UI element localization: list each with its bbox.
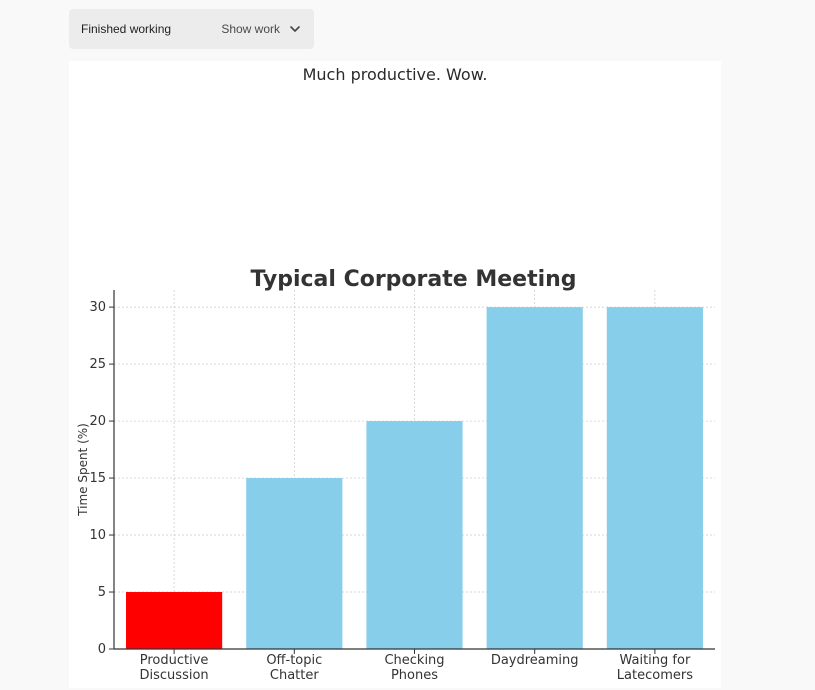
x-tick-label: Productive (140, 653, 209, 668)
chevron-down-icon (288, 22, 302, 36)
x-tick-label: Phones (391, 668, 438, 683)
x-tick-label: Checking (384, 653, 444, 668)
bar-chart: Typical Corporate Meeting 0 5 10 15 20 25 30 Pro… (76, 267, 715, 683)
bar-2 (366, 421, 463, 649)
status-bar: Finished working Show work (69, 9, 314, 49)
y-tick-label: 0 (98, 642, 106, 657)
chart-title: Typical Corporate Meeting (250, 267, 576, 292)
x-tick-label: Off-topic (266, 653, 322, 668)
y-tick-label: 5 (98, 585, 106, 600)
show-work-label: Show work (221, 22, 280, 36)
bar-0 (126, 592, 223, 649)
y-axis-label: Time Spent (%) (76, 423, 90, 517)
bar-3 (486, 307, 583, 649)
status-label: Finished working (81, 22, 172, 36)
chart-caption: Much productive. Wow. (302, 65, 488, 84)
x-tick-label: Latecomers (617, 668, 693, 683)
y-tick-label: 20 (89, 414, 106, 429)
bar-4 (606, 307, 703, 649)
y-tick-label: 30 (89, 300, 106, 315)
chart-card: Much productive. Wow. Typical Corporate … (69, 61, 721, 688)
y-tick-label: 10 (89, 528, 106, 543)
show-work-button[interactable]: Show work (221, 22, 302, 36)
y-tick-label: 25 (89, 357, 106, 372)
y-tick-label: 15 (89, 471, 106, 486)
x-tick-label: Daydreaming (491, 653, 579, 668)
bar-1 (246, 478, 343, 649)
x-tick-label: Waiting for (619, 653, 690, 668)
x-tick-label: Chatter (270, 668, 319, 683)
x-tick-label: Discussion (140, 668, 209, 683)
